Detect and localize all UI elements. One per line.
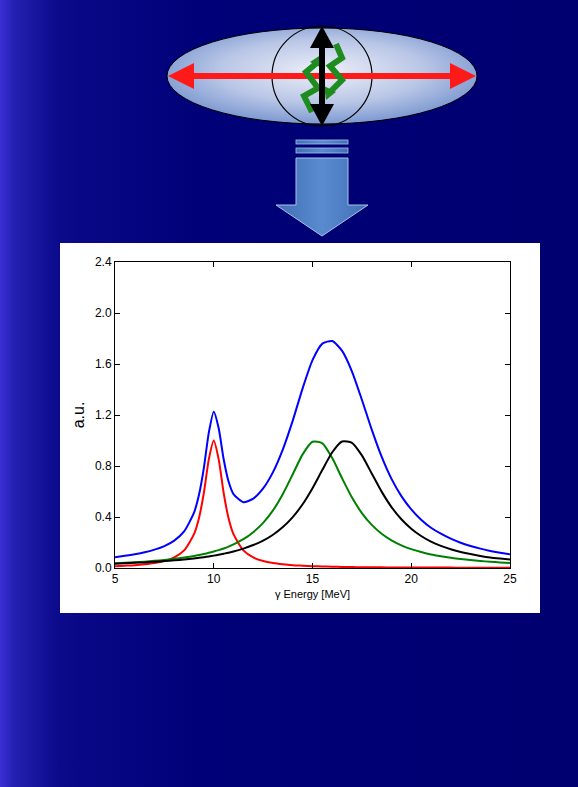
svg-text:0.8: 0.8 (95, 459, 112, 473)
svg-text:γ Energy [MeV]: γ Energy [MeV] (275, 588, 350, 600)
svg-text:0.0: 0.0 (95, 561, 112, 575)
svg-text:0.4: 0.4 (95, 510, 112, 524)
svg-text:25: 25 (503, 572, 517, 586)
svg-text:5: 5 (112, 572, 119, 586)
svg-text:1.2: 1.2 (95, 408, 112, 422)
svg-text:2.0: 2.0 (95, 306, 112, 320)
svg-text:1.6: 1.6 (95, 357, 112, 371)
svg-text:20: 20 (405, 572, 419, 586)
svg-text:a.u.: a.u. (70, 402, 87, 429)
svg-text:10: 10 (207, 572, 221, 586)
svg-text:15: 15 (306, 572, 320, 586)
svg-text:2.4: 2.4 (95, 255, 112, 269)
